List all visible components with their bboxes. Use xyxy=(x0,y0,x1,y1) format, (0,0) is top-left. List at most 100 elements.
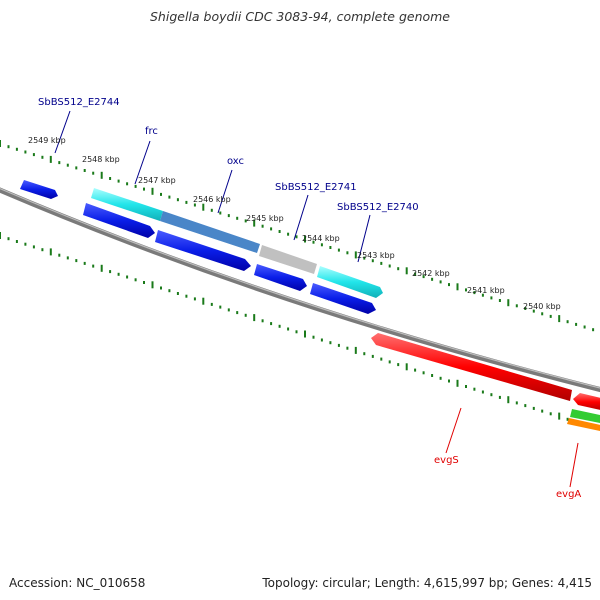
scale-tick xyxy=(320,243,323,247)
scale-tick xyxy=(465,288,467,292)
scale-tick xyxy=(304,330,306,338)
scale-tick xyxy=(465,385,467,388)
gene-blue-row2-d[interactable] xyxy=(310,283,376,314)
gene-orange-evga[interactable] xyxy=(567,418,600,432)
scale-tick xyxy=(498,299,501,302)
scale-tick xyxy=(422,371,425,375)
scale-tick xyxy=(549,412,552,416)
scale-tick xyxy=(414,368,417,372)
scale-tick xyxy=(270,322,273,326)
scale-tick xyxy=(244,219,247,223)
scale-tick xyxy=(388,360,391,364)
scale-tick xyxy=(295,235,298,239)
scale-tick xyxy=(371,354,374,358)
scale-tick xyxy=(109,270,112,274)
scale-tick xyxy=(405,267,408,275)
gene-red-right[interactable] xyxy=(573,393,600,411)
scale-tick xyxy=(592,328,595,332)
scale-tick xyxy=(236,311,239,315)
scale-tick xyxy=(583,325,586,329)
scale-tick xyxy=(58,253,61,257)
scale-tick xyxy=(244,313,247,317)
map-title: Shigella boydii CDC 3083-94, complete ge… xyxy=(149,9,451,24)
scale-tick xyxy=(456,283,459,291)
scale-tick xyxy=(66,256,69,260)
leader-sbbs512-e2740 xyxy=(357,214,371,263)
scale-tick xyxy=(515,304,518,308)
gene-gray-sbbs512-e2741[interactable] xyxy=(259,245,317,274)
scale-tick xyxy=(7,145,10,149)
scale-tick xyxy=(219,211,222,215)
label-sbbs512-e2744: SbBS512_E2744 xyxy=(38,97,120,108)
scale-tick xyxy=(100,264,103,272)
scale-tick xyxy=(329,246,332,249)
scale-tick xyxy=(397,363,400,367)
scale-tick xyxy=(320,338,323,342)
scale-tick xyxy=(558,315,561,323)
scale-tick xyxy=(49,155,52,163)
scale-tick xyxy=(117,179,120,183)
label-sbbs512-e2741: SbBS512_E2741 xyxy=(275,182,357,193)
scale-tick xyxy=(532,406,535,410)
gene-cyan-sbbs512-e2740[interactable] xyxy=(317,266,383,298)
scale-tick xyxy=(227,214,230,218)
gene-cyan-frc[interactable] xyxy=(91,188,163,221)
scale-tick xyxy=(151,187,154,195)
scale-tick xyxy=(456,379,459,387)
tick-label-2540: 2540 kbp xyxy=(523,302,561,311)
scale-tick xyxy=(143,281,145,284)
scale-tick xyxy=(41,155,44,159)
gene-blue-row2-c[interactable] xyxy=(254,264,307,291)
gene-green[interactable] xyxy=(570,409,600,424)
tick-label-2544: 2544 kbp xyxy=(302,234,340,243)
tick-label-2546: 2546 kbp xyxy=(193,195,231,204)
scale-tick xyxy=(295,330,298,334)
tick-label-2541: 2541 kbp xyxy=(467,286,505,295)
scale-tick xyxy=(575,322,578,326)
scale-tick xyxy=(261,224,264,228)
gene-blue-row2-b[interactable] xyxy=(155,230,251,271)
scale-tick xyxy=(210,302,213,306)
scale-tick xyxy=(270,227,273,231)
scale-tick xyxy=(15,240,18,243)
scale-tick xyxy=(7,237,10,241)
scale-tick xyxy=(261,319,264,323)
scale-tick xyxy=(481,293,484,297)
scale-tick xyxy=(431,277,434,281)
scale-tick xyxy=(160,286,162,290)
scale-tick xyxy=(168,195,171,199)
scale-tick xyxy=(490,296,493,300)
topology-summary: Topology: circular; Length: 4,615,997 bp… xyxy=(262,576,592,590)
gene-red-evgs[interactable] xyxy=(371,333,572,401)
gene-blue-sbbs512-e2744[interactable] xyxy=(20,180,58,199)
scale-tick xyxy=(524,307,527,310)
scale-tick xyxy=(168,289,171,293)
scale-tick xyxy=(24,150,27,154)
scale-tick xyxy=(253,314,256,322)
scale-tick xyxy=(363,256,366,260)
scale-tick xyxy=(439,376,442,380)
scale-tick xyxy=(126,275,129,279)
scale-tick xyxy=(126,182,129,186)
gene-steel-oxc[interactable] xyxy=(160,211,260,253)
scale-tick xyxy=(185,294,188,298)
scale-tick xyxy=(0,140,1,147)
leader-oxc xyxy=(217,169,233,214)
scale-tick xyxy=(380,357,383,361)
scale-tick xyxy=(346,346,349,350)
scale-tick xyxy=(32,245,35,249)
scale-tick xyxy=(227,308,230,312)
scale-tick xyxy=(83,261,86,265)
scale-tick xyxy=(388,264,391,268)
scale-tick xyxy=(176,198,179,202)
scale-tick xyxy=(405,363,408,371)
scale-tick xyxy=(439,280,442,284)
tick-label-2543: 2543 kbp xyxy=(357,251,395,260)
scale-tick xyxy=(202,297,205,305)
gene-blue-row2-a[interactable] xyxy=(83,203,155,238)
scale-tick xyxy=(448,283,450,287)
scale-tick xyxy=(448,379,450,383)
scale-tick xyxy=(371,259,374,263)
scale-tick xyxy=(49,248,52,256)
scale-tick xyxy=(278,324,281,328)
